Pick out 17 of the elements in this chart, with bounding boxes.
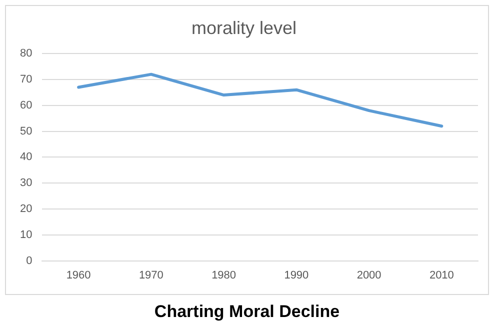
y-tick-label: 0 bbox=[26, 254, 32, 267]
y-tick-label: 10 bbox=[20, 228, 32, 241]
y-tick-label: 30 bbox=[20, 177, 32, 190]
y-tick-label: 60 bbox=[20, 99, 32, 112]
x-tick-label: 1990 bbox=[284, 269, 309, 282]
x-tick-label: 1980 bbox=[212, 269, 236, 282]
y-tick-label: 40 bbox=[20, 151, 32, 164]
y-tick-label: 50 bbox=[20, 125, 32, 138]
y-tick-label: 70 bbox=[20, 74, 32, 86]
text: Charting Moral Decline bbox=[153, 302, 341, 322]
y-tick-label: 80 bbox=[20, 48, 32, 60]
x-tick-label: 1970 bbox=[138, 269, 164, 282]
x-tick-label: 1960 bbox=[66, 269, 91, 282]
x-tick-label: 2000 bbox=[356, 269, 382, 282]
x-tick-label: 2010 bbox=[429, 269, 454, 282]
y-tick-label: 20 bbox=[20, 203, 32, 216]
chart-title: morality level bbox=[191, 18, 297, 38]
